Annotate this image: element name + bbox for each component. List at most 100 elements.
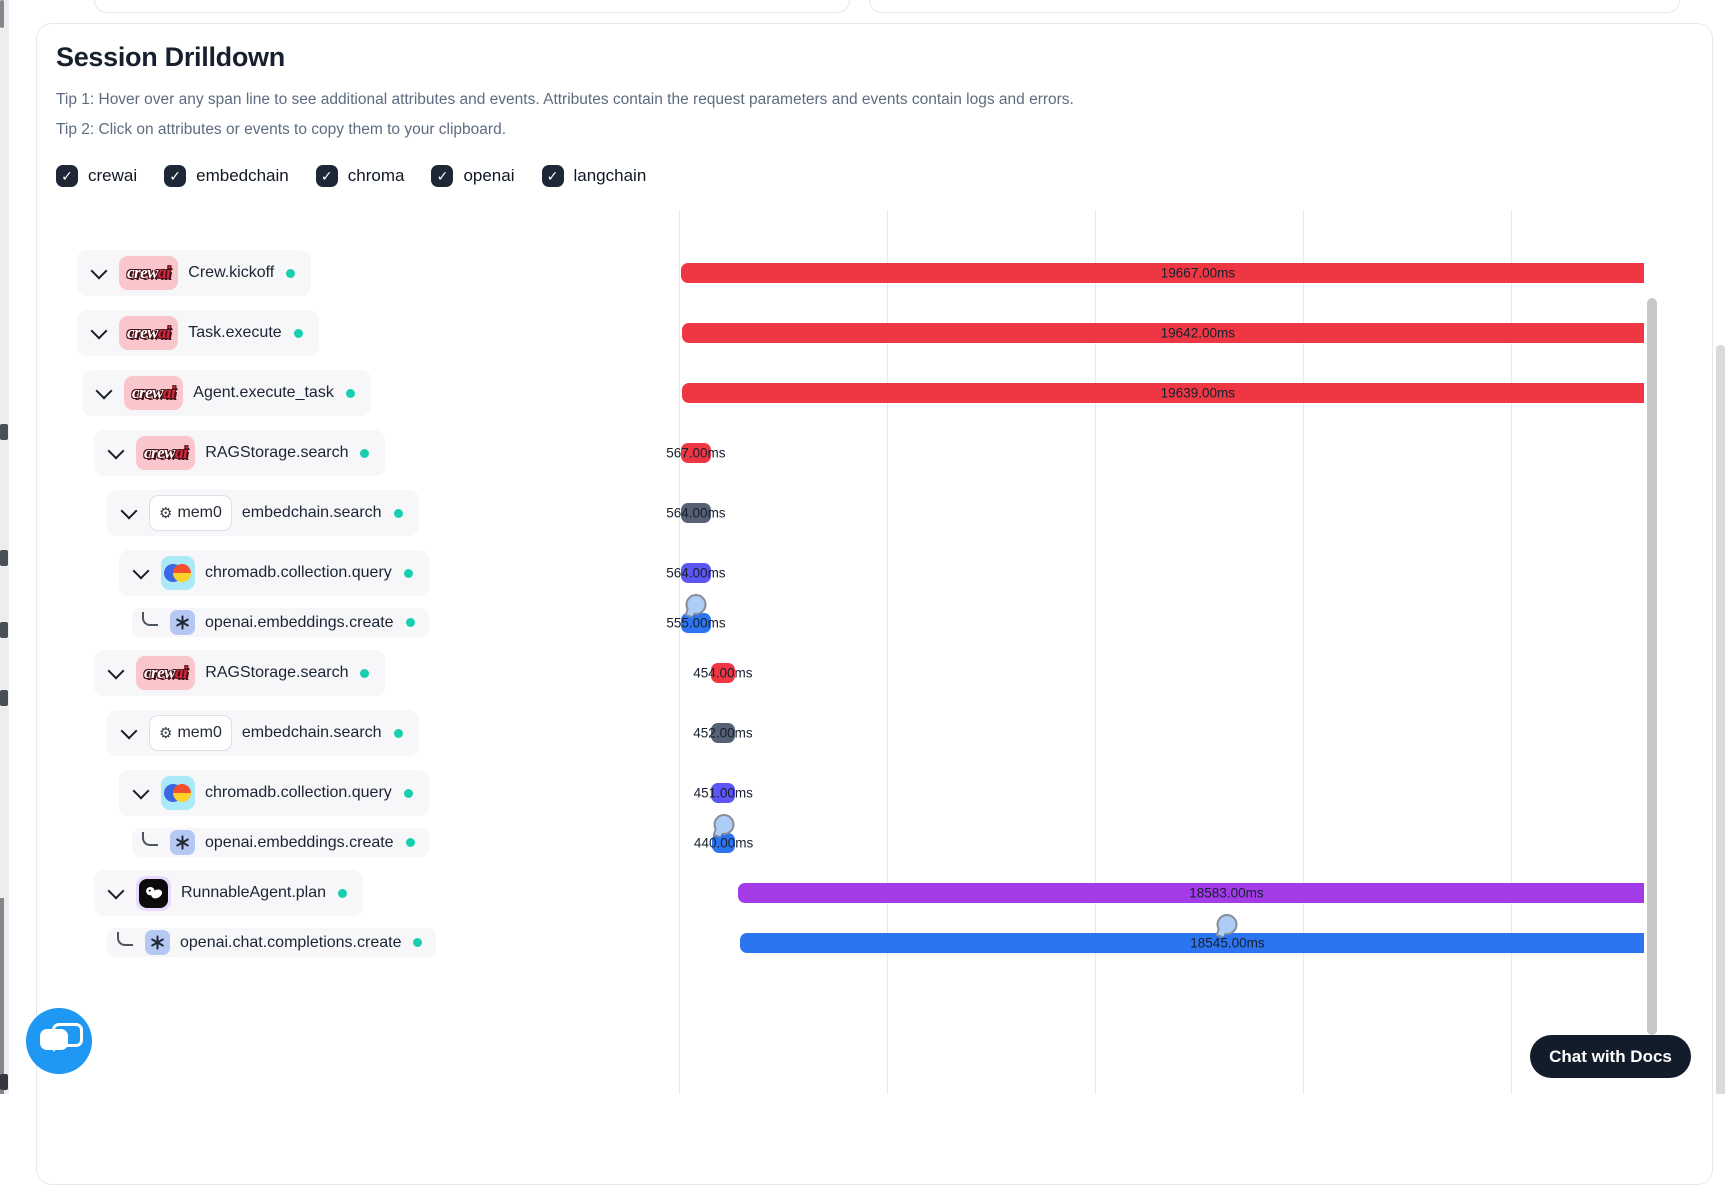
filter-langchain: ✓ langchain: [541, 165, 647, 187]
chevron-down-icon[interactable]: [90, 322, 108, 339]
checkbox-crewai[interactable]: ✓: [56, 165, 78, 187]
span-row-chromadb.collection.query[interactable]: chromadb.collection.query: [119, 770, 429, 816]
span-duration-label: 18583.00ms: [1189, 885, 1264, 901]
span-row-Crew.kickoff[interactable]: crewai Crew.kickoff: [77, 250, 312, 296]
gridline: [1303, 210, 1304, 1094]
chevron-down-icon[interactable]: [120, 502, 138, 519]
span-duration-label: 564.00ms: [666, 565, 726, 581]
event-bubble-icon[interactable]: [685, 594, 707, 615]
gridline: [1511, 210, 1512, 1094]
chroma-icon: [161, 556, 195, 590]
chat-with-docs-button[interactable]: Chat with Docs: [1530, 1035, 1691, 1078]
crewai-logo-text-ai: ai: [175, 443, 188, 462]
span-duration-label: 452.00ms: [693, 725, 753, 741]
left-edge-scrollbar-top[interactable]: [0, 0, 4, 28]
span-duration-label: 19667.00ms: [1160, 265, 1236, 281]
crewai-logo: crewai: [136, 656, 196, 690]
chevron-down-icon[interactable]: [107, 442, 125, 459]
tip-1: Tip 1: Hover over any span line to see a…: [56, 91, 1074, 108]
left-clipped-glyph: [0, 550, 8, 566]
mem0-badge: ⚙ mem0: [149, 715, 232, 751]
crewai-logo: crewai: [124, 376, 184, 410]
left-edge-scrollbar-bottom[interactable]: [0, 898, 4, 1094]
span-row-embedchain.search[interactable]: ⚙ mem0 embedchain.search: [107, 490, 419, 536]
chroma-icon: [161, 776, 195, 810]
langchain-icon: [136, 875, 171, 911]
span-duration-label: 555.00ms: [666, 615, 726, 631]
left-clipped-glyph: [0, 424, 8, 440]
event-bubble-icon[interactable]: [1216, 914, 1238, 935]
filter-crewai: ✓ crewai: [56, 165, 137, 187]
chevron-down-icon[interactable]: [120, 722, 138, 739]
gear-icon: ⚙: [159, 504, 173, 522]
crewai-logo-text-ai: ai: [163, 383, 176, 402]
span-duration-label: 19642.00ms: [1160, 325, 1235, 341]
checkbox-langchain[interactable]: ✓: [541, 165, 564, 187]
chevron-down-icon[interactable]: [107, 882, 125, 899]
window-scrollbar[interactable]: [1716, 345, 1725, 1094]
top-card-right: [869, 0, 1680, 13]
chart-vertical-scrollbar[interactable]: [1647, 298, 1657, 1035]
status-dot: [345, 388, 355, 398]
span-row-openai.chat.completions.create[interactable]: openai.chat.completions.create: [107, 928, 437, 957]
span-name: openai.embeddings.create: [205, 833, 394, 851]
status-dot: [393, 728, 403, 738]
openai-knot-glyph: [176, 835, 189, 850]
chevron-down-icon[interactable]: [132, 782, 150, 799]
checkbox-embedchain[interactable]: ✓: [164, 165, 187, 187]
tip-2: Tip 2: Click on attributes or events to …: [56, 121, 506, 138]
crewai-logo-text: crew: [127, 323, 159, 342]
chevron-down-icon[interactable]: [95, 382, 113, 399]
openai-knot-glyph: [176, 615, 189, 630]
span-duration-label: 454.00ms: [693, 665, 753, 681]
chat-widget-button[interactable]: [26, 1008, 92, 1074]
top-card-left: [94, 0, 850, 13]
status-dot: [286, 268, 296, 278]
span-duration-label: 451.00ms: [693, 785, 753, 801]
status-dot: [360, 448, 370, 458]
span-row-openai.embeddings.create[interactable]: openai.embeddings.create: [132, 828, 429, 857]
filter-label: langchain: [573, 166, 647, 185]
span-duration-label: 440.00ms: [693, 835, 754, 851]
checkbox-chroma[interactable]: ✓: [315, 165, 338, 187]
span-row-Task.execute[interactable]: crewai Task.execute: [77, 310, 319, 356]
chevron-down-icon[interactable]: [107, 662, 125, 679]
span-duration-label: 19639.00ms: [1160, 385, 1235, 401]
span-name: RAGStorage.search: [205, 444, 349, 461]
mem0-badge-text: mem0: [177, 504, 222, 521]
crewai-logo: crewai: [136, 436, 196, 470]
span-row-chromadb.collection.query[interactable]: chromadb.collection.query: [119, 550, 429, 596]
status-dot: [393, 508, 403, 518]
crewai-logo-text-ai: ai: [175, 663, 188, 682]
filter-label: embedchain: [196, 166, 289, 185]
tree-elbow-connector-icon: [142, 831, 158, 846]
page: { "header": { "title": "Session Drilldow…: [0, 0, 1725, 1094]
chat-bubble-front-icon: [40, 1029, 68, 1052]
mem0-badge: ⚙ mem0: [149, 495, 232, 531]
openai-icon: [145, 930, 170, 955]
status-dot: [293, 328, 303, 338]
span-row-openai.embeddings.create[interactable]: openai.embeddings.create: [132, 608, 429, 637]
span-row-RAGStorage.search[interactable]: crewai RAGStorage.search: [94, 650, 386, 696]
span-duration-label: 18545.00ms: [1190, 935, 1265, 951]
event-bubble-icon[interactable]: [713, 814, 735, 835]
left-clipped-glyph: [0, 1074, 8, 1090]
filter-openai: ✓ openai: [431, 165, 515, 187]
filter-label: crewai: [88, 166, 138, 185]
span-name: openai.embeddings.create: [205, 613, 394, 631]
left-clipped-glyph: [0, 622, 8, 638]
page-title: Session Drilldown: [56, 42, 285, 72]
chevron-down-icon[interactable]: [132, 562, 150, 579]
span-name: RunnableAgent.plan: [181, 884, 327, 901]
checkbox-openai[interactable]: ✓: [431, 165, 454, 187]
span-row-RAGStorage.search[interactable]: crewai RAGStorage.search: [94, 430, 386, 476]
gridline: [887, 210, 888, 1094]
crewai-logo-text: crew: [127, 263, 159, 282]
span-duration-label: 564.00ms: [666, 505, 726, 521]
span-row-RunnableAgent.plan[interactable]: RunnableAgent.plan: [94, 870, 364, 916]
span-row-Agent.execute_task[interactable]: crewai Agent.execute_task: [82, 370, 371, 416]
tree-elbow-connector-icon: [142, 611, 158, 626]
span-row-embedchain.search[interactable]: ⚙ mem0 embedchain.search: [107, 710, 419, 756]
status-dot: [405, 838, 415, 847]
chevron-down-icon[interactable]: [90, 262, 108, 279]
